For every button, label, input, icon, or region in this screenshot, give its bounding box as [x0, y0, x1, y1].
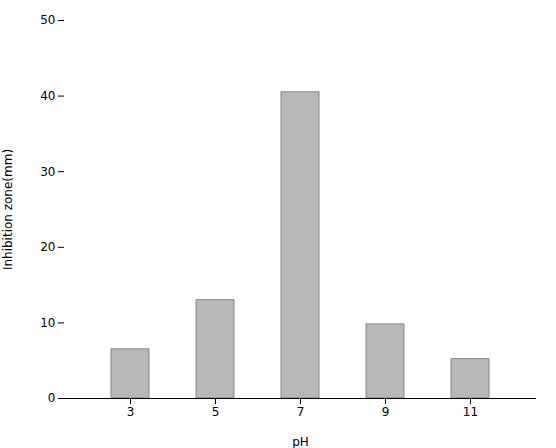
svg-text:pH: pH — [292, 435, 309, 448]
svg-text:0: 0 — [48, 391, 56, 405]
svg-text:20: 20 — [40, 240, 55, 254]
svg-text:50: 50 — [40, 13, 55, 27]
svg-text:7: 7 — [297, 405, 305, 419]
svg-text:30: 30 — [40, 165, 55, 179]
svg-text:5: 5 — [212, 405, 220, 419]
svg-text:9: 9 — [382, 405, 390, 419]
svg-text:40: 40 — [40, 89, 55, 103]
svg-text:Inhibition zone(mm): Inhibition zone(mm) — [1, 149, 15, 270]
svg-text:10: 10 — [40, 316, 55, 330]
svg-text:3: 3 — [127, 405, 135, 419]
svg-text:11: 11 — [463, 405, 478, 419]
